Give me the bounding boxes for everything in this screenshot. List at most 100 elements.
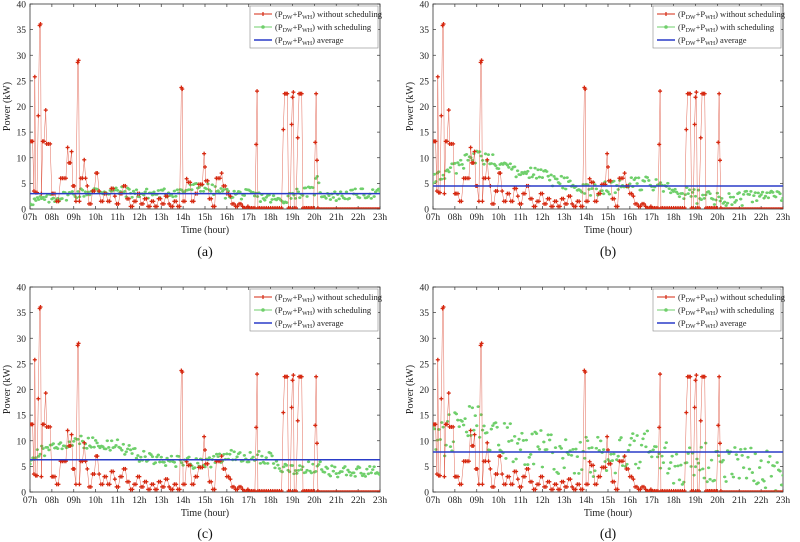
with-scheduling-marker [145, 187, 149, 191]
with-scheduling-marker [527, 176, 531, 180]
with-scheduling-marker [657, 452, 661, 456]
with-scheduling-marker [37, 454, 41, 458]
x-tick-label: 15h [601, 213, 616, 223]
with-scheduling-marker [366, 472, 370, 476]
with-scheduling-marker [732, 195, 735, 199]
with-scheduling-marker [285, 463, 289, 467]
with-scheduling-marker [152, 190, 156, 194]
with-scheduling-marker [752, 479, 756, 483]
x-tick-label: 08h [448, 496, 463, 506]
with-scheduling-marker [76, 437, 80, 441]
with-scheduling-marker [587, 446, 591, 450]
x-tick-label: 18h [667, 496, 682, 506]
legend-label: (PDW+PWH) with scheduling [678, 305, 775, 317]
with-scheduling-marker [571, 447, 575, 451]
with-scheduling-marker [257, 449, 261, 453]
with-scheduling-marker [345, 473, 348, 477]
with-scheduling-marker [772, 464, 776, 468]
with-scheduling-marker [288, 470, 291, 474]
with-scheduling-marker [666, 471, 670, 475]
with-scheduling-marker [95, 187, 99, 191]
with-scheduling-marker [561, 456, 565, 460]
plot-area [30, 21, 380, 209]
y-axis-label: Power (kW) [2, 365, 13, 414]
with-scheduling-marker [108, 448, 112, 452]
with-scheduling-marker [669, 191, 673, 195]
with-scheduling-marker [119, 446, 122, 450]
with-scheduling-marker [730, 472, 734, 476]
x-tick-label: 14h [579, 213, 594, 223]
x-tick-label: 12h [535, 496, 550, 506]
with-scheduling-marker [154, 461, 157, 465]
x-tick-label: 21h [732, 213, 747, 223]
legend-label: (PDW+PWH) with scheduling [275, 305, 372, 317]
with-scheduling-marker [570, 453, 573, 457]
with-scheduling-marker [269, 451, 273, 455]
with-scheduling-marker [320, 468, 324, 471]
with-scheduling-marker [497, 167, 501, 171]
with-scheduling-marker [618, 438, 622, 442]
with-scheduling-marker [713, 203, 716, 206]
with-scheduling-marker [697, 188, 700, 192]
with-scheduling-marker [216, 455, 220, 459]
with-scheduling-marker [334, 199, 338, 202]
with-scheduling-marker [503, 421, 506, 425]
y-tick-label: 20 [420, 386, 430, 396]
x-tick-label: 13h [557, 496, 572, 506]
with-scheduling-marker [60, 197, 64, 200]
with-scheduling-marker [507, 440, 511, 443]
with-scheduling-marker [573, 471, 576, 475]
with-scheduling-marker [679, 463, 683, 467]
with-scheduling-marker [685, 461, 689, 465]
with-scheduling-marker [441, 173, 445, 177]
with-scheduling-marker [219, 187, 223, 190]
with-scheduling-marker [311, 186, 315, 190]
x-tick-label: 23h [373, 213, 388, 223]
with-scheduling-marker [612, 452, 616, 456]
legend: (PDW+PWH) without scheduling(PDW+PWH) wi… [652, 5, 786, 49]
with-scheduling-marker [538, 447, 541, 451]
with-scheduling-marker [540, 176, 544, 179]
with-scheduling-marker [305, 195, 309, 198]
with-scheduling-marker [101, 445, 105, 449]
with-scheduling-marker [589, 470, 592, 474]
with-scheduling-marker [372, 195, 376, 198]
with-scheduling-marker [340, 470, 344, 474]
with-scheduling-marker [116, 188, 119, 192]
with-scheduling-marker [364, 474, 367, 478]
with-scheduling-marker [462, 423, 466, 427]
with-scheduling-marker [353, 187, 357, 191]
with-scheduling-marker [635, 434, 639, 437]
with-scheduling-marker [683, 193, 687, 197]
x-axis-label: Time (hour) [584, 225, 632, 236]
with-scheduling-marker [660, 454, 664, 458]
with-scheduling-marker [240, 197, 243, 201]
with-scheduling-marker [311, 462, 315, 466]
y-tick-label: 25 [17, 360, 27, 370]
with-scheduling-marker [264, 456, 268, 460]
with-scheduling-marker [593, 469, 597, 473]
with-scheduling-marker [742, 192, 746, 196]
with-scheduling-marker [564, 187, 568, 191]
with-scheduling-marker [698, 468, 702, 472]
with-scheduling-marker [202, 189, 205, 193]
with-scheduling-marker [72, 439, 76, 443]
chart-panel-d: 0 5 10 15 20 25 30 35 40 07h 08h 09h 10h 11h 12h 13h 14h… [405, 284, 790, 542]
with-scheduling-marker [460, 419, 464, 423]
with-scheduling-marker [51, 196, 55, 200]
with-scheduling-marker [135, 188, 138, 192]
x-tick-label: 22h [754, 496, 769, 506]
with-scheduling-marker [272, 194, 275, 198]
with-scheduling-marker [491, 153, 495, 157]
with-scheduling-marker [781, 196, 783, 200]
with-scheduling-marker [526, 463, 530, 466]
x-tick-label: 17h [645, 496, 660, 506]
y-tick-label: 35 [17, 26, 27, 36]
legend-label: (PDW+PWH) without scheduling [275, 292, 383, 304]
with-scheduling-marker [447, 413, 451, 417]
with-scheduling-marker [256, 195, 259, 198]
with-scheduling-marker [678, 478, 681, 482]
with-scheduling-marker [180, 461, 184, 465]
with-scheduling-marker [289, 197, 293, 200]
with-scheduling-marker [759, 459, 763, 463]
